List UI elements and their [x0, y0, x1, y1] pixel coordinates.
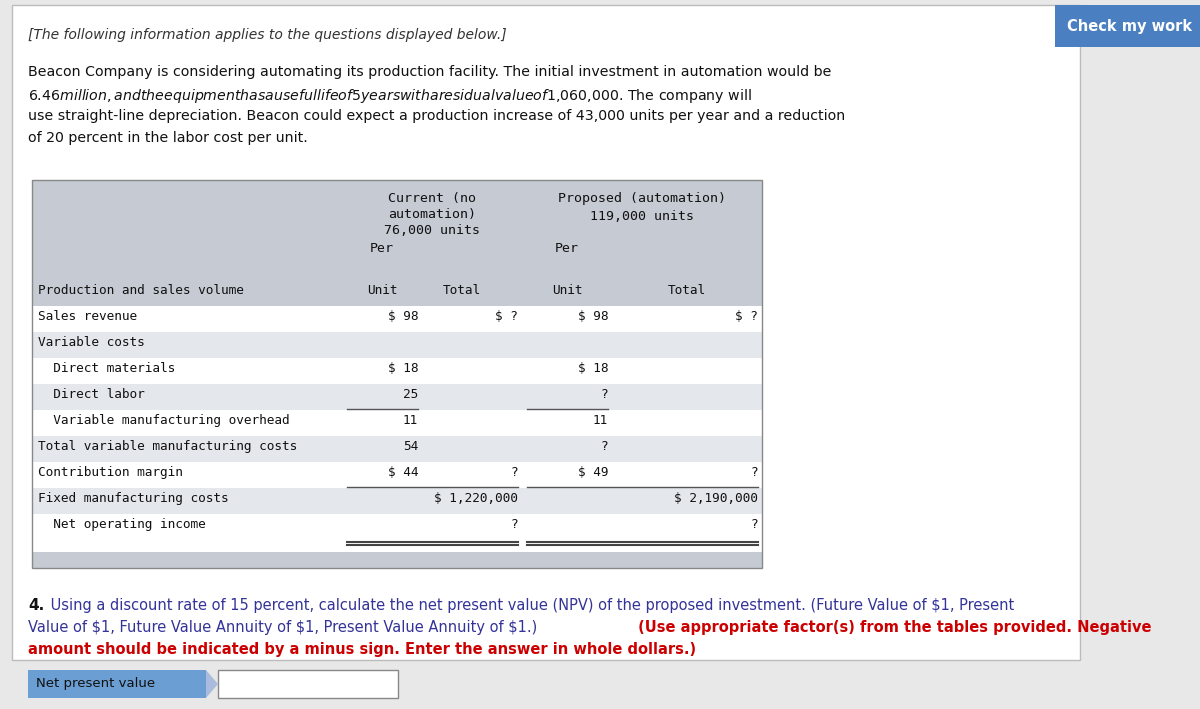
Bar	[28, 670, 206, 698]
Text: Variable costs: Variable costs	[38, 336, 145, 349]
Text: 76,000 units: 76,000 units	[384, 224, 480, 237]
Text: ?: ?	[750, 466, 758, 479]
Text: $ 49: $ 49	[577, 466, 608, 479]
Text: ?: ?	[600, 388, 608, 401]
Bar	[218, 670, 398, 698]
Text: (Use appropriate factor(s) from the tables provided. Negative: (Use appropriate factor(s) from the tabl…	[634, 620, 1152, 635]
Bar	[32, 514, 762, 540]
Text: Unit: Unit	[367, 284, 397, 297]
Bar	[32, 384, 762, 410]
Bar	[32, 436, 762, 462]
Text: $ 44: $ 44	[388, 466, 418, 479]
Text: Production and sales volume: Production and sales volume	[38, 284, 244, 297]
Text: Net operating income: Net operating income	[38, 518, 205, 531]
Text: Proposed (automation): Proposed (automation)	[558, 192, 726, 205]
Text: $ ?: $ ?	[496, 310, 518, 323]
Text: Value of $1, Future Value Annuity of $1, Present Value Annuity of $1.): Value of $1, Future Value Annuity of $1,…	[28, 620, 538, 635]
Text: $ 98: $ 98	[388, 310, 418, 323]
Text: automation): automation)	[388, 208, 476, 221]
Bar	[32, 180, 762, 568]
Text: Sales revenue: Sales revenue	[38, 310, 137, 323]
Text: 54: 54	[403, 440, 418, 453]
Polygon shape	[206, 670, 218, 698]
Bar	[32, 332, 762, 358]
Bar	[12, 5, 1080, 660]
Text: $ 2,190,000: $ 2,190,000	[674, 492, 758, 505]
Text: Current (no: Current (no	[388, 192, 476, 205]
Text: 4.: 4.	[28, 598, 44, 613]
Text: ?: ?	[750, 518, 758, 531]
Text: 25: 25	[403, 388, 418, 401]
Bar	[32, 552, 762, 568]
Text: $6.46 million, and the equipment has a useful life of 5 years with a residual va: $6.46 million, and the equipment has a u…	[28, 87, 752, 105]
Text: $ ?: $ ?	[736, 310, 758, 323]
Text: Using a discount rate of 15 percent, calculate the net present value (NPV) of th: Using a discount rate of 15 percent, cal…	[46, 598, 1014, 613]
Text: Per: Per	[554, 242, 580, 255]
Text: ?: ?	[510, 518, 518, 531]
Text: ?: ?	[600, 440, 608, 453]
Text: Total: Total	[668, 284, 706, 297]
Text: Fixed manufacturing costs: Fixed manufacturing costs	[38, 492, 229, 505]
Text: 11: 11	[403, 414, 418, 427]
Text: Unit: Unit	[552, 284, 582, 297]
Text: Direct labor: Direct labor	[38, 388, 145, 401]
Bar	[32, 180, 762, 306]
Text: [The following information applies to the questions displayed below.]: [The following information applies to th…	[28, 28, 506, 42]
Text: $ 98: $ 98	[577, 310, 608, 323]
Text: Direct materials: Direct materials	[38, 362, 175, 375]
Text: of 20 percent in the labor cost per unit.: of 20 percent in the labor cost per unit…	[28, 131, 307, 145]
Text: $ 18: $ 18	[388, 362, 418, 375]
Text: $ 1,220,000: $ 1,220,000	[434, 492, 518, 505]
Bar	[1055, 5, 1200, 47]
Bar	[32, 306, 762, 332]
Text: Per: Per	[370, 242, 394, 255]
Bar	[32, 410, 762, 436]
Bar	[32, 358, 762, 384]
Text: $ 18: $ 18	[577, 362, 608, 375]
Text: Variable manufacturing overhead: Variable manufacturing overhead	[38, 414, 289, 427]
Text: 11: 11	[593, 414, 608, 427]
Text: Total: Total	[443, 284, 481, 297]
Text: Net present value: Net present value	[36, 678, 155, 691]
Text: use straight-line depreciation. Beacon could expect a production increase of 43,: use straight-line depreciation. Beacon c…	[28, 109, 845, 123]
Text: Check my work: Check my work	[1068, 18, 1193, 33]
Bar	[32, 488, 762, 514]
Text: Contribution margin: Contribution margin	[38, 466, 182, 479]
Text: Total variable manufacturing costs: Total variable manufacturing costs	[38, 440, 298, 453]
Text: ?: ?	[510, 466, 518, 479]
Text: amount should be indicated by a minus sign. Enter the answer in whole dollars.): amount should be indicated by a minus si…	[28, 642, 696, 657]
Text: 119,000 units: 119,000 units	[590, 210, 694, 223]
Bar	[32, 462, 762, 488]
Text: Beacon Company is considering automating its production facility. The initial in: Beacon Company is considering automating…	[28, 65, 832, 79]
